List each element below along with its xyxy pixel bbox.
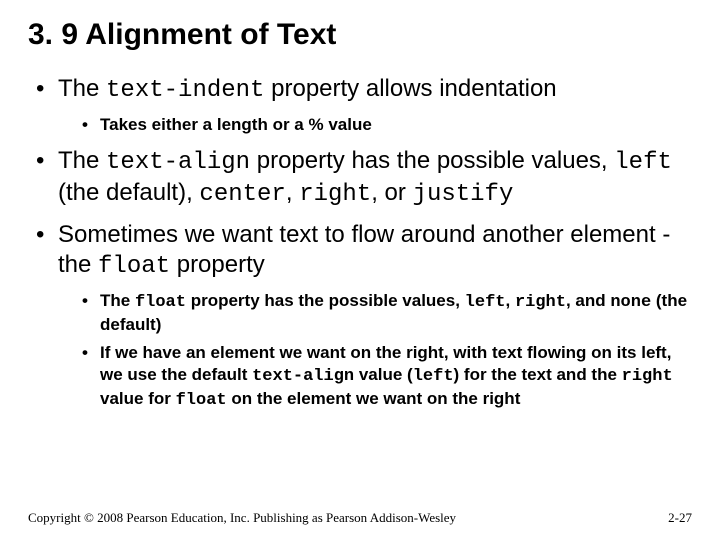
list-item: The text-indent property allows indentat… [28, 74, 692, 136]
text-run: The [58, 147, 106, 174]
text-run: , [286, 179, 299, 206]
code-text: right [622, 367, 673, 386]
code-text: text-align [252, 367, 354, 386]
text-run: property has the possible values, [250, 147, 614, 174]
text-run: property allows indentation [264, 75, 556, 102]
text-run: (the default), [58, 179, 199, 206]
text-run: The [100, 291, 135, 310]
sub-list: The float property has the possible valu… [58, 290, 692, 412]
text-run: value for [100, 389, 176, 408]
text-run: property has the possible values, [186, 291, 465, 310]
text-run: , or [371, 179, 412, 206]
copyright-text: Copyright © 2008 Pearson Education, Inc.… [28, 510, 456, 526]
list-item: Sometimes we want text to flow around an… [28, 220, 692, 412]
sub-list: Takes either a length or a % value [58, 114, 692, 136]
code-text: left [465, 293, 506, 312]
code-text: text-indent [106, 77, 264, 104]
text-run: on the element we want on the right [227, 389, 521, 408]
sub-list-item: The float property has the possible valu… [58, 290, 692, 336]
text-run: property [170, 251, 265, 278]
sub-list-item: Takes either a length or a % value [58, 114, 692, 136]
code-text: right [299, 181, 371, 208]
text-run: , [505, 291, 514, 310]
text-run: value ( [354, 365, 413, 384]
text-run: Takes either a length or a % value [100, 115, 372, 134]
code-text: left [614, 149, 672, 176]
code-text: left [413, 367, 454, 386]
code-text: right [515, 293, 566, 312]
code-text: justify [413, 181, 514, 208]
slide-heading: 3. 9 Alignment of Text [28, 18, 692, 52]
text-run: The [58, 75, 106, 102]
bullet-list: The text-indent property allows indentat… [28, 74, 692, 413]
code-text: none [610, 293, 651, 312]
text-run: ) for the text and the [454, 365, 622, 384]
code-text: center [199, 181, 285, 208]
page-number: 2-27 [668, 510, 692, 526]
list-item: The text-align property has the possible… [28, 146, 692, 210]
text-run: , and [566, 291, 610, 310]
sub-list-item: If we have an element we want on the rig… [58, 342, 692, 412]
code-text: text-align [106, 149, 250, 176]
code-text: float [98, 253, 170, 280]
code-text: float [135, 293, 186, 312]
code-text: float [176, 391, 227, 410]
